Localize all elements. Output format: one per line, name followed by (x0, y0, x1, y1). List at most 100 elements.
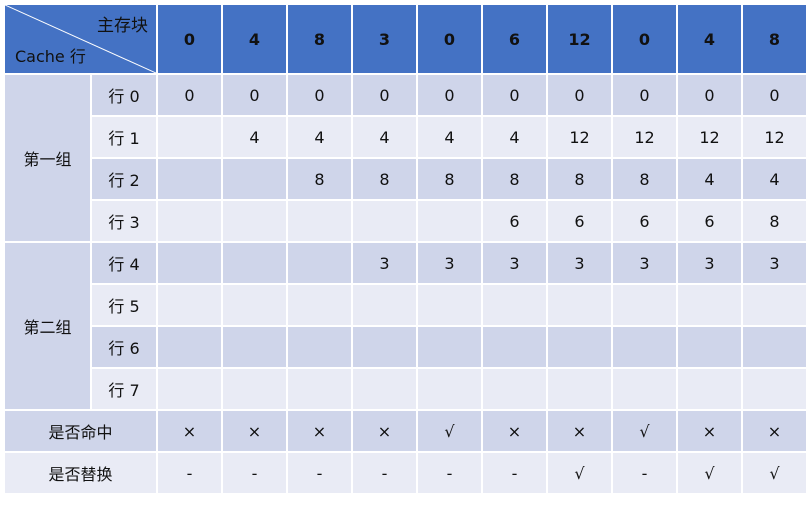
cache-line-heading: Cache 行 (15, 47, 86, 66)
cache-cell (741, 283, 808, 327)
block-header-cell: 8 (741, 3, 808, 75)
hit-cell: × (676, 409, 743, 453)
cache-cell: 4 (351, 115, 418, 159)
cache-cell (481, 367, 548, 411)
hit-cell: × (546, 409, 613, 453)
replace-cell: √ (546, 451, 613, 495)
cache-cell (676, 367, 743, 411)
cache-cell (416, 199, 483, 243)
hit-cell: √ (611, 409, 678, 453)
cache-line-label: 行 6 (90, 325, 158, 369)
cache-cell (546, 325, 613, 369)
group-label: 第二组 (3, 241, 92, 411)
cache-cell: 3 (351, 241, 418, 285)
cache-cell (221, 241, 288, 285)
cache-cell (286, 367, 353, 411)
hit-cell: × (351, 409, 418, 453)
cache-cell (156, 115, 223, 159)
cache-cell: 4 (286, 115, 353, 159)
cache-cell: 4 (676, 157, 743, 201)
cache-cell: 6 (546, 199, 613, 243)
cache-cell: 8 (741, 199, 808, 243)
cache-cell: 6 (676, 199, 743, 243)
cache-cell: 3 (741, 241, 808, 285)
cache-cell: 8 (611, 157, 678, 201)
cache-cell: 0 (286, 73, 353, 117)
replace-cell: √ (676, 451, 743, 495)
hit-cell: × (481, 409, 548, 453)
cache-cell: 4 (481, 115, 548, 159)
cache-cell: 6 (481, 199, 548, 243)
cache-cell (221, 367, 288, 411)
cache-line-row: 行 7 (4, 367, 808, 411)
cache-cell: 3 (416, 241, 483, 285)
corner-diagonal-line (5, 5, 156, 73)
cache-cell (676, 325, 743, 369)
cache-cell: 12 (676, 115, 743, 159)
cache-cell: 4 (416, 115, 483, 159)
summary-label: 是否替换 (3, 451, 158, 495)
cache-line-label: 行 5 (90, 283, 158, 327)
block-header-cell: 0 (611, 3, 678, 75)
hit-cell: × (286, 409, 353, 453)
cache-cell: 12 (741, 115, 808, 159)
cache-cell (741, 367, 808, 411)
cache-cell (156, 157, 223, 201)
cache-cell (416, 325, 483, 369)
cache-cell (221, 157, 288, 201)
hit-cell: √ (416, 409, 483, 453)
cache-cell (156, 283, 223, 327)
cache-cell (286, 199, 353, 243)
replace-row: 是否替换 - - - - - - √ - √ √ (3, 451, 808, 495)
replace-cell: - (351, 451, 418, 495)
block-header-cell: 0 (416, 3, 483, 75)
cache-line-label: 行 0 (90, 73, 158, 117)
cache-line-label: 行 2 (90, 157, 158, 201)
cache-cell: 0 (156, 73, 223, 117)
block-header-cell: 3 (351, 3, 418, 75)
hit-cell: × (741, 409, 808, 453)
cache-cell: 0 (416, 73, 483, 117)
cache-cell (286, 325, 353, 369)
cache-cell (481, 283, 548, 327)
block-header-cell: 0 (156, 3, 223, 75)
block-header-cell: 8 (286, 3, 353, 75)
cache-cell (351, 283, 418, 327)
cache-cell (156, 241, 223, 285)
cache-cell: 4 (741, 157, 808, 201)
summary-label: 是否命中 (3, 409, 158, 453)
cache-line-row: 行 5 (4, 283, 808, 327)
block-header-cell: 6 (481, 3, 548, 75)
block-header-cell: 4 (676, 3, 743, 75)
replace-cell: - (286, 451, 353, 495)
cache-cell (741, 325, 808, 369)
cache-cell (286, 283, 353, 327)
cache-cell: 3 (676, 241, 743, 285)
cache-cell (416, 283, 483, 327)
cache-cell (156, 199, 223, 243)
cache-cell: 6 (611, 199, 678, 243)
cache-cell: 12 (611, 115, 678, 159)
block-header-cell: 12 (546, 3, 613, 75)
group-label: 第一组 (3, 73, 92, 243)
hit-cell: × (156, 409, 223, 453)
cache-cell: 8 (351, 157, 418, 201)
cache-cell (611, 283, 678, 327)
cache-cell (416, 367, 483, 411)
cache-cell: 3 (546, 241, 613, 285)
cache-cell: 12 (546, 115, 613, 159)
cache-cell: 3 (611, 241, 678, 285)
replace-cell: - (221, 451, 288, 495)
cache-cell (221, 283, 288, 327)
hit-row: 是否命中 × × × × √ × × √ × × (3, 409, 808, 453)
header-row: 主存块 Cache 行 0 4 8 3 0 6 12 0 4 8 (3, 3, 808, 75)
cache-cell (546, 367, 613, 411)
cache-line-label: 行 7 (90, 367, 158, 411)
cache-cell (156, 367, 223, 411)
hit-cell: × (221, 409, 288, 453)
cache-cell: 8 (286, 157, 353, 201)
